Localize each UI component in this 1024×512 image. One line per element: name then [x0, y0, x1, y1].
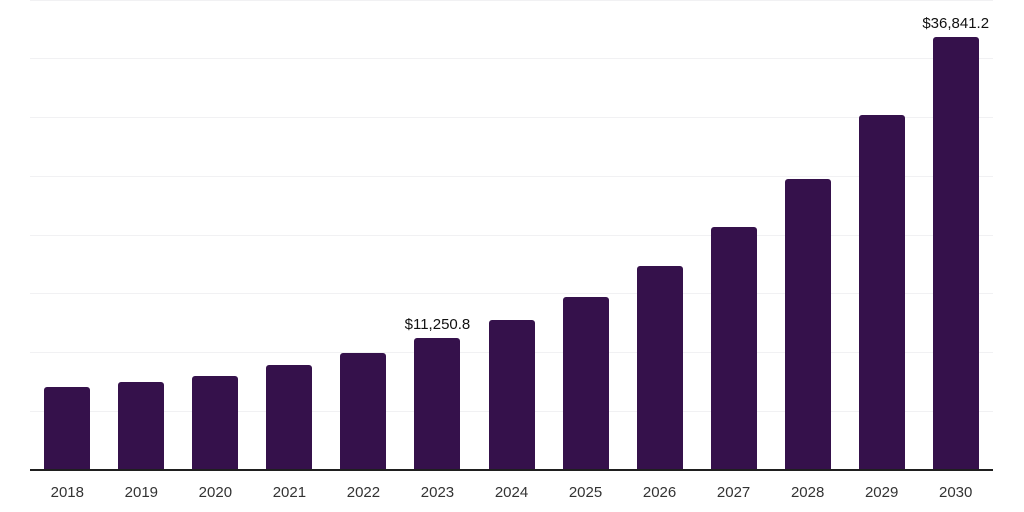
- x-axis-label-2030: 2030: [939, 484, 973, 501]
- bar-2026: [636, 266, 683, 470]
- bar-2018: [44, 387, 91, 470]
- bar-2023: [414, 337, 461, 470]
- gridline-15000: [30, 293, 993, 295]
- x-axis-label-2023: 2023: [420, 484, 455, 501]
- x-axis-label-2029: 2029: [864, 484, 899, 501]
- bar-2020: [192, 376, 239, 470]
- gridline-40000: [30, 0, 993, 1]
- bar-2028: [784, 178, 831, 470]
- bar-2029: [858, 115, 905, 470]
- x-axis-line: [30, 469, 993, 471]
- x-axis-label-2025: 2025: [568, 484, 603, 501]
- bar-2027: [710, 227, 757, 470]
- bar-2019: [118, 382, 165, 470]
- plot-area: [30, 0, 993, 470]
- bar-2024: [488, 319, 535, 470]
- gridline-35000: [30, 58, 993, 60]
- x-axis-label-2024: 2024: [494, 484, 529, 501]
- x-axis-label-2020: 2020: [198, 484, 233, 501]
- bar-2030: [932, 37, 979, 470]
- value-label-2023: $11,250.8: [404, 315, 471, 333]
- x-axis-label-2019: 2019: [124, 484, 159, 501]
- bar-2021: [266, 365, 313, 470]
- x-axis-label-2026: 2026: [642, 484, 677, 501]
- x-axis-label-2018: 2018: [50, 484, 84, 501]
- gridline-25000: [30, 175, 993, 177]
- bar-2025: [562, 296, 609, 470]
- x-axis-label-2022: 2022: [346, 484, 381, 501]
- bar-2022: [340, 353, 387, 470]
- value-label-2030: $36,841.2: [922, 15, 990, 33]
- gridline-30000: [30, 117, 993, 118]
- x-axis-label-2027: 2027: [716, 484, 751, 501]
- x-axis-label-2028: 2028: [790, 484, 825, 501]
- x-axis-label-2021: 2021: [272, 484, 307, 501]
- gridline-20000: [30, 234, 993, 236]
